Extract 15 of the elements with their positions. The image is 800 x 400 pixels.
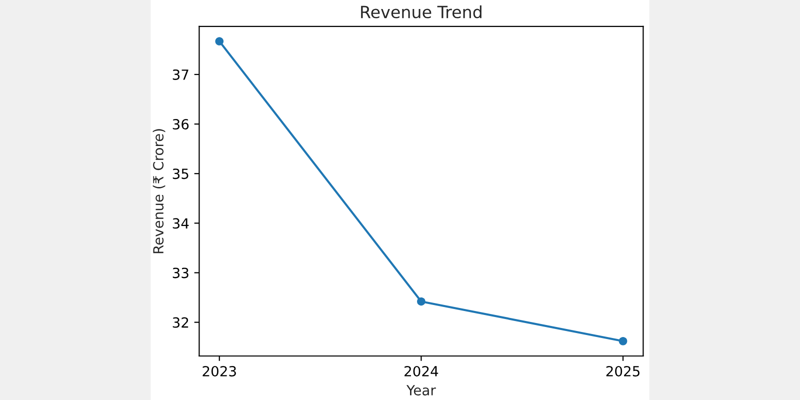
x-tick-label: 2024	[404, 366, 438, 376]
y-tick-label: 33	[172, 268, 188, 278]
y-tick-label: 35	[172, 168, 188, 180]
y-axis-title: Revenue (₹ Crore)	[152, 129, 166, 254]
y-tick-label: 36	[172, 119, 189, 130]
chart-title: Revenue Trend	[361, 5, 482, 18]
y-tick-label: 34	[172, 218, 189, 229]
x-axis-title: Year	[406, 385, 436, 396]
y-tick-label: 32	[172, 317, 188, 328]
point	[215, 37, 224, 46]
x-tick-label: 2023	[202, 366, 236, 376]
x-tick-label: 2025	[606, 366, 640, 376]
point	[417, 297, 426, 306]
point	[618, 336, 628, 346]
y-tick-label: 37	[172, 69, 188, 80]
